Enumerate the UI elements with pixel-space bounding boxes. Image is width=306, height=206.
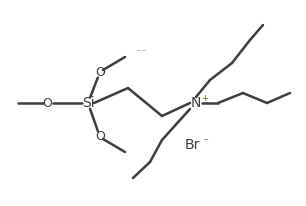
Text: N: N <box>191 96 201 110</box>
Text: Br: Br <box>184 138 200 152</box>
Text: O: O <box>95 66 105 78</box>
Text: O: O <box>95 130 105 144</box>
Text: ⁻: ⁻ <box>202 137 208 147</box>
Text: methoxy_end: methoxy_end <box>137 49 147 51</box>
Text: Si: Si <box>82 96 94 110</box>
Text: +: + <box>202 94 208 103</box>
Text: O: O <box>42 96 52 110</box>
